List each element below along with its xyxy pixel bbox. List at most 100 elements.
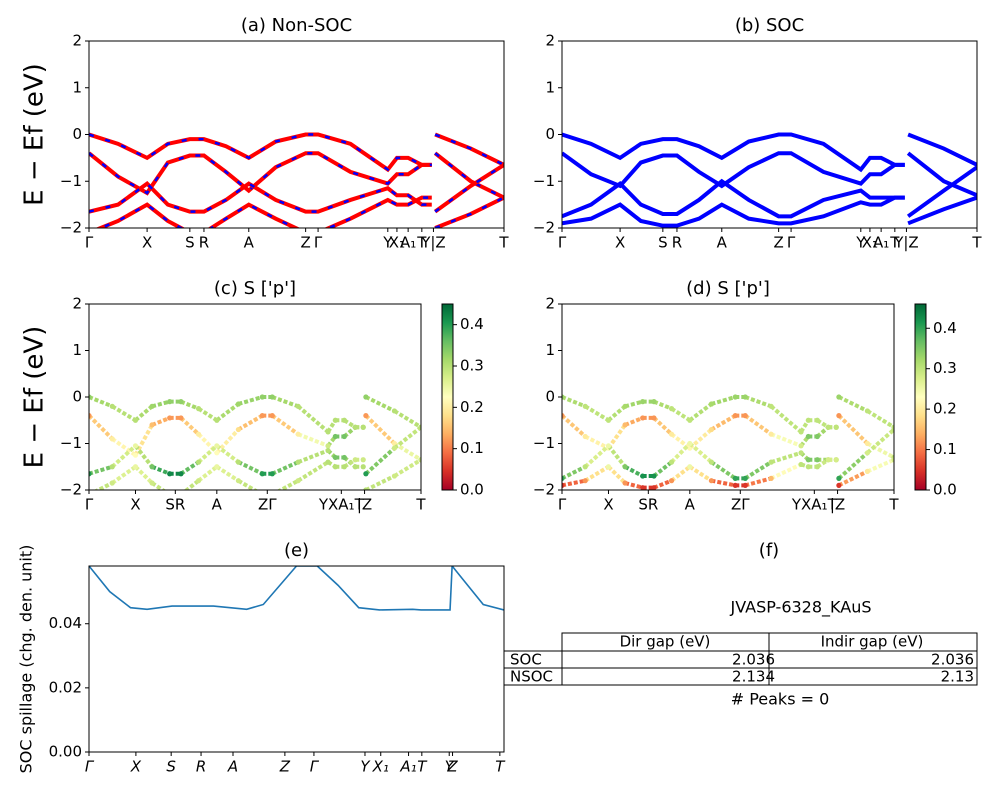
band-line xyxy=(562,151,977,198)
band-segment xyxy=(179,460,200,476)
band-point xyxy=(814,464,820,470)
x-tick-label: Z xyxy=(279,758,291,776)
band-line-dashed xyxy=(89,133,504,172)
x-tick-label: SR xyxy=(638,496,658,514)
x-tick-label: A xyxy=(227,758,238,776)
band-segment xyxy=(151,464,171,476)
band-point xyxy=(836,482,842,488)
band-point xyxy=(687,440,693,447)
band-point xyxy=(833,424,839,430)
band-segment xyxy=(237,478,259,490)
band-point xyxy=(295,403,301,409)
band-segment xyxy=(215,402,240,422)
x-tick-label: Y xyxy=(360,758,371,776)
band-point xyxy=(640,415,646,421)
band-point xyxy=(332,464,338,470)
y-tick-label: 0.04 xyxy=(49,614,82,632)
x-tick-label: SR xyxy=(165,496,185,514)
axes-frame xyxy=(88,40,505,229)
band-point xyxy=(825,457,831,463)
y-tick-label: −1 xyxy=(60,172,82,190)
band-point xyxy=(325,447,331,454)
band-point xyxy=(352,464,358,470)
band-point xyxy=(89,394,92,400)
band-segment xyxy=(770,450,802,465)
band-point xyxy=(178,415,184,421)
column-header: Indir gap (eV) xyxy=(821,633,924,651)
band-point xyxy=(109,480,115,486)
band-segment xyxy=(271,460,299,476)
band-segment xyxy=(179,416,200,436)
y-tick-label: −1 xyxy=(533,172,555,190)
band-point xyxy=(640,399,646,405)
band-point xyxy=(798,443,804,449)
plot-area xyxy=(89,566,504,611)
band-segment xyxy=(607,404,627,422)
band-point xyxy=(836,394,842,400)
colorbar-tick-label: 0.4 xyxy=(933,319,957,337)
band-segment xyxy=(688,465,713,483)
band-point xyxy=(742,413,748,419)
colorbar-tick-label: 0.3 xyxy=(460,357,484,375)
band-segment xyxy=(606,444,627,468)
band-point xyxy=(891,457,894,463)
band-segment xyxy=(838,469,869,488)
band-point xyxy=(798,450,804,456)
band-segment xyxy=(624,399,644,409)
band-segment xyxy=(652,460,673,478)
band-segment xyxy=(837,451,869,480)
band-point xyxy=(687,464,693,470)
band-point xyxy=(269,413,275,419)
band-point xyxy=(582,433,588,440)
band-point xyxy=(391,473,398,479)
band-segment xyxy=(688,402,713,422)
y-tick-label: 0.00 xyxy=(49,743,82,761)
colorbar-tick-label: 0.1 xyxy=(933,440,957,458)
x-tick-label: T xyxy=(971,234,982,252)
band-point xyxy=(149,464,155,470)
band-segment xyxy=(150,481,167,490)
colorbar-tick-label: 0.1 xyxy=(460,439,484,457)
band-segment xyxy=(711,478,736,488)
band-segment xyxy=(111,437,137,457)
x-tick-label: Γ xyxy=(85,758,95,776)
y-tick-label: 1 xyxy=(545,78,555,96)
band-point xyxy=(825,424,831,430)
panel-title: (d) S ['p'] xyxy=(686,278,770,299)
band-point xyxy=(562,394,565,400)
row-label: SOC xyxy=(510,651,542,669)
band-point xyxy=(325,459,331,465)
band-point xyxy=(295,478,301,484)
band-point xyxy=(325,429,331,435)
band-segment xyxy=(607,465,627,485)
band-segment xyxy=(653,399,673,411)
band-segment xyxy=(393,425,421,450)
band-point xyxy=(363,471,369,477)
x-tick-label: ZΓ xyxy=(731,496,750,514)
band-point xyxy=(214,417,220,423)
band-segment xyxy=(134,404,154,422)
y-tick-label: 2 xyxy=(545,32,555,50)
band-point xyxy=(235,401,241,407)
x-tick-label: Γ xyxy=(85,496,94,514)
band-point xyxy=(562,482,565,488)
band-segment xyxy=(837,414,869,445)
band-segment xyxy=(111,465,137,485)
cell: 2.036 xyxy=(931,651,974,669)
band-segment xyxy=(562,414,587,439)
band-point xyxy=(805,464,811,470)
band-point xyxy=(768,431,774,437)
colorbar-tick-label: 0.0 xyxy=(933,481,957,499)
band-point xyxy=(814,457,820,463)
panel-title: (b) SOC xyxy=(735,15,804,36)
y-tick-label: −2 xyxy=(60,481,82,499)
x-tick-label: Y|Z xyxy=(420,234,446,252)
y-tick-label: 0.02 xyxy=(49,678,82,696)
band-segment xyxy=(183,479,200,490)
x-tick-label: R xyxy=(196,758,206,776)
band-point xyxy=(836,413,842,419)
x-tick-label: A₁ xyxy=(873,234,889,252)
x-tick-label: X₁ xyxy=(372,758,389,776)
x-tick-label: X₁ xyxy=(389,234,405,252)
